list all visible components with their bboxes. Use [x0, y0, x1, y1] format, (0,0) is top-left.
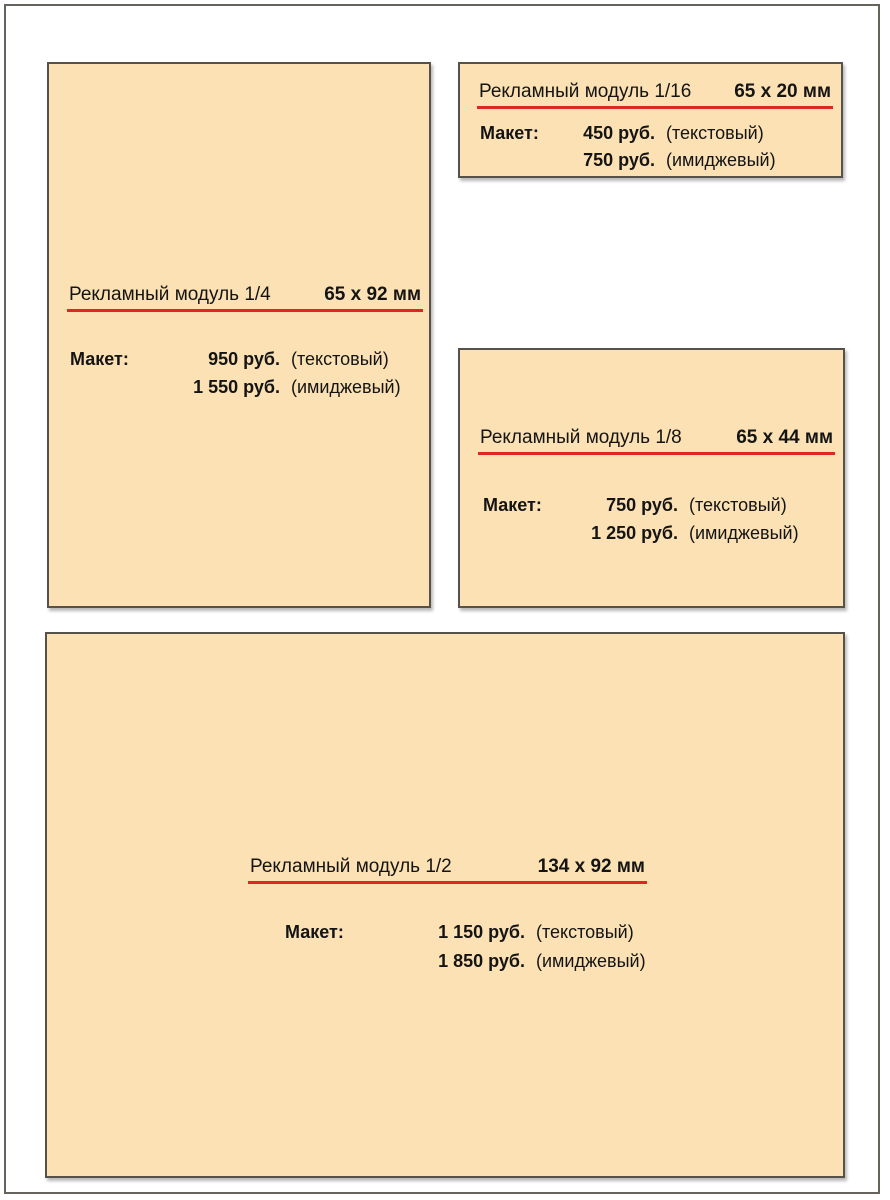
module-title: Рекламный модуль 1/8 [480, 427, 682, 448]
price-table: Макет: 750 руб. (текстовый) 1 250 руб. (… [483, 491, 799, 547]
module-box-1-4: Рекламный модуль 1/4 65 x 92 мм Макет: 9… [47, 62, 431, 608]
module-title: Рекламный модуль 1/16 [479, 81, 692, 102]
module-box-1-16: Рекламный модуль 1/16 65 x 20 мм Макет: … [458, 62, 843, 178]
price-type: (текстовый) [536, 922, 634, 942]
module-size: 65 x 92 мм [324, 284, 421, 305]
price-value: 750 руб. [583, 150, 655, 170]
module-header: Рекламный модуль 1/8 65 x 44 мм [478, 426, 835, 455]
module-header: Рекламный модуль 1/4 65 x 92 мм [67, 283, 423, 312]
price-value: 750 руб. [606, 495, 678, 515]
module-size: 65 x 44 мм [736, 427, 833, 448]
price-table: Макет: 950 руб. (текстовый) 1 550 руб. (… [70, 345, 401, 401]
price-type: (текстовый) [666, 123, 764, 143]
module-title: Рекламный модуль 1/4 [69, 284, 271, 305]
module-header: Рекламный модуль 1/16 65 x 20 мм [477, 80, 833, 109]
maket-label: Макет: [70, 349, 129, 369]
price-table: Макет: 1 150 руб. (текстовый) 1 850 руб.… [285, 918, 646, 976]
empty-cell [483, 519, 578, 547]
module-size: 65 x 20 мм [734, 81, 831, 102]
module-title: Рекламный модуль 1/2 [250, 856, 452, 877]
price-type: (текстовый) [689, 495, 787, 515]
maket-label: Макет: [285, 922, 344, 942]
maket-label: Макет: [483, 495, 542, 515]
price-table: Макет: 450 руб. (текстовый) 750 руб. (им… [480, 120, 776, 174]
empty-cell [285, 947, 420, 976]
price-type: (текстовый) [291, 349, 389, 369]
empty-cell [480, 147, 575, 174]
price-type: (имиджевый) [689, 523, 799, 543]
price-value: 1 550 руб. [193, 377, 280, 397]
module-box-1-2: Рекламный модуль 1/2 134 x 92 мм Макет: … [45, 632, 845, 1178]
price-value: 450 руб. [583, 123, 655, 143]
module-size: 134 x 92 мм [537, 856, 645, 877]
price-type: (имиджевый) [536, 951, 646, 971]
module-header: Рекламный модуль 1/2 134 x 92 мм [248, 855, 647, 884]
empty-cell [70, 373, 170, 401]
price-value: 1 850 руб. [438, 951, 525, 971]
module-box-1-8: Рекламный модуль 1/8 65 x 44 мм Макет: 7… [458, 348, 845, 608]
maket-label: Макет: [480, 123, 539, 143]
price-type: (имиджевый) [666, 150, 776, 170]
price-value: 1 150 руб. [438, 922, 525, 942]
price-type: (имиджевый) [291, 377, 401, 397]
price-value: 1 250 руб. [591, 523, 678, 543]
price-value: 950 руб. [208, 349, 280, 369]
